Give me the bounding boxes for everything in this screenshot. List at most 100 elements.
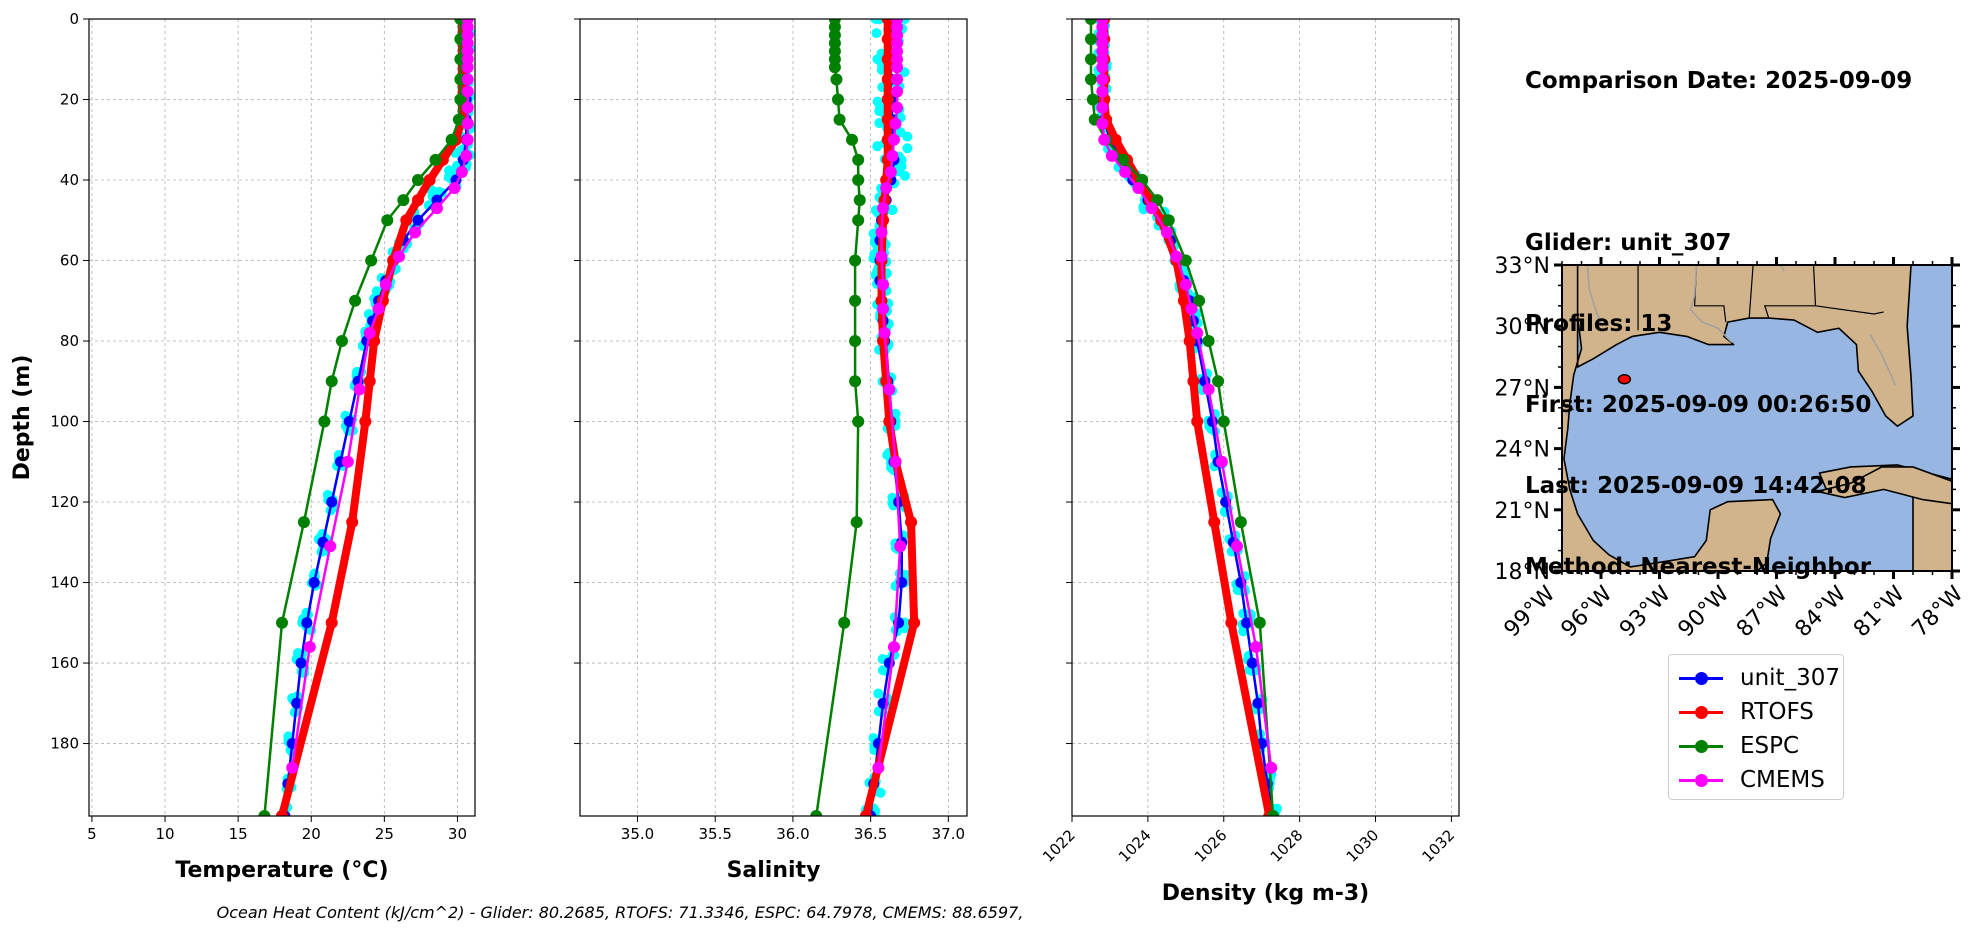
- series-point-unit_307: [1246, 657, 1258, 669]
- series-point-unit_307: [301, 617, 313, 629]
- map-lat-label: 21°N: [1495, 499, 1550, 524]
- plot-area: [810, 19, 921, 816]
- gulf-of-mexico-map: 33°N30°N27°N24°N21°N18°N99°W96°W93°W90°W…: [1495, 254, 1969, 642]
- x-tick-label: 37.0: [932, 825, 965, 843]
- series-point-cmems: [1132, 182, 1145, 195]
- glider-scatter-point: [1268, 817, 1278, 827]
- series-point-cmems: [1202, 383, 1215, 396]
- glider-location-marker: [1617, 373, 1632, 385]
- y-tick-label: 160: [50, 654, 79, 672]
- series-point-espc: [1202, 335, 1215, 348]
- x-tick-label: 36.5: [854, 825, 887, 843]
- comparison-info: Comparison Date: 2025-09-09 Glider: unit…: [1525, 14, 1912, 608]
- x-tick-label: 5: [87, 825, 97, 843]
- series-point-cmems: [889, 117, 902, 130]
- series-point-espc: [1234, 516, 1247, 529]
- series-point-cmems: [1170, 250, 1183, 263]
- glider-scatter-point: [1274, 815, 1280, 816]
- legend-label: ESPC: [1740, 733, 1800, 759]
- series-point-cmems: [461, 117, 474, 130]
- series-point-espc: [335, 335, 348, 348]
- river-line: [1779, 265, 1785, 272]
- x-axis-label: Density (kg m-3): [1162, 881, 1370, 906]
- y-tick-label: 40: [60, 171, 79, 189]
- series-point-cmems: [891, 101, 904, 114]
- series-point-rtofs: [881, 53, 894, 66]
- y-tick-label: 100: [50, 413, 79, 431]
- series-point-cmems: [286, 761, 299, 774]
- series-point-rtofs: [1187, 375, 1200, 388]
- series-point-cmems: [1096, 85, 1109, 98]
- series-point-rtofs: [1183, 335, 1196, 348]
- series-point-cmems: [303, 640, 316, 653]
- series-point-espc: [849, 375, 862, 388]
- series-point-espc: [849, 335, 862, 348]
- map-lat-label: 33°N: [1495, 254, 1550, 279]
- series-point-espc: [833, 113, 846, 126]
- series-point-espc: [325, 375, 338, 388]
- legend-label: CMEMS: [1740, 767, 1825, 793]
- series-point-cmems: [1145, 202, 1158, 215]
- map-lat-label: 18°N: [1495, 560, 1550, 585]
- glider-scatter-point: [1269, 817, 1279, 827]
- glider-name: Glider: unit_307: [1525, 230, 1732, 256]
- series-point-espc: [276, 616, 288, 629]
- series-point-cmems: [887, 133, 900, 146]
- plot-area: [1084, 19, 1282, 827]
- series-point-cmems: [883, 383, 896, 396]
- glider-scatter-point: [872, 54, 883, 65]
- legend-item-unit-307: unit_307: [1669, 661, 1843, 695]
- series-point-rtofs: [276, 810, 288, 816]
- x-axis-label: Temperature (°C): [175, 858, 388, 883]
- series-point-espc: [849, 294, 862, 307]
- series-point-espc: [411, 174, 424, 187]
- series-point-cmems: [872, 761, 885, 774]
- series-point-cmems: [875, 250, 888, 263]
- series-point-cmems: [877, 202, 890, 215]
- series-point-cmems: [460, 149, 473, 162]
- series-point-cmems: [1215, 455, 1228, 468]
- series-point-cmems: [875, 226, 888, 239]
- series-point-espc: [1084, 19, 1097, 25]
- national-border: [1562, 405, 1574, 411]
- series-point-espc: [397, 194, 410, 207]
- glider-scatter-point: [280, 815, 285, 816]
- series-point-cmems: [877, 302, 890, 315]
- x-tick-label: 36.0: [776, 825, 809, 843]
- series-point-cmems: [880, 182, 893, 195]
- series-point-cmems: [461, 73, 474, 86]
- river-line: [1689, 265, 1733, 344]
- series-point-rtofs: [1109, 133, 1122, 146]
- series-point-espc: [1162, 214, 1175, 227]
- series-point-cmems: [392, 250, 405, 263]
- series-point-rtofs: [1191, 415, 1204, 428]
- series-point-rtofs: [423, 174, 436, 187]
- ohc-footer: Ocean Heat Content (kJ/cm^2) - Glider: 8…: [216, 903, 1024, 922]
- series-point-cmems: [461, 61, 474, 74]
- glider-scatter-point: [900, 170, 911, 181]
- series-point-cmems: [461, 85, 474, 98]
- river-line: [1869, 333, 1897, 386]
- series-point-rtofs: [363, 375, 376, 388]
- x-tick-label: 35.5: [699, 825, 732, 843]
- glider-scatter-point: [890, 408, 901, 419]
- series-point-espc: [1212, 375, 1225, 388]
- series-point-espc: [1267, 810, 1280, 816]
- plot-frame: [579, 18, 968, 817]
- series-point-cmems: [1160, 226, 1173, 239]
- state-border: [1748, 265, 1754, 319]
- x-tick-label: 1032: [1419, 826, 1459, 866]
- series-point-espc: [849, 254, 862, 267]
- series-point-unit_307: [343, 416, 355, 428]
- series-point-cmems: [455, 165, 468, 178]
- x-tick-label: 1028: [1267, 826, 1307, 866]
- x-tick-label: 35.0: [621, 825, 654, 843]
- series-point-cmems: [1105, 149, 1118, 162]
- method: Method: Nearest-Neighbor: [1525, 554, 1872, 580]
- series-point-espc: [852, 153, 865, 166]
- legend-marker: [1695, 706, 1708, 719]
- series-line-cmems: [290, 19, 469, 769]
- comparison-date: Comparison Date: 2025-09-09: [1525, 68, 1913, 94]
- glider-scatter-point: [871, 28, 882, 39]
